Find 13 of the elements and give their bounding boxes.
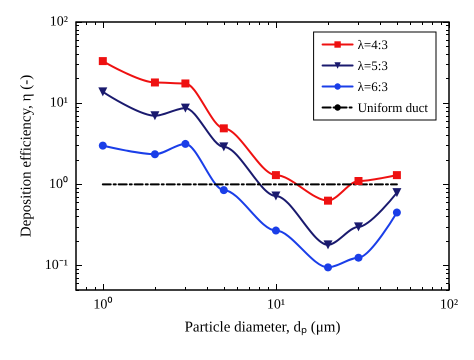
x-axis-title: Particle diameter, dₚ (μm) xyxy=(184,320,340,336)
x-tick-label: 10⁰ xyxy=(93,296,112,312)
x-tick-label: 10¹ xyxy=(266,298,286,312)
legend-label: Uniform duct xyxy=(358,100,428,115)
y-tick-label: 10⁰ xyxy=(49,176,68,192)
y-tick-label: 10⁻¹ xyxy=(44,258,68,274)
x-tick-label: 10² xyxy=(440,298,458,312)
legend-label: λ=4:3 xyxy=(358,37,388,52)
legend-label: λ=5:3 xyxy=(358,58,388,73)
legend-label: λ=6:3 xyxy=(358,79,388,94)
y-tick-label: 10² xyxy=(50,14,68,30)
y-axis-title: Deposition efficiency, η (-) xyxy=(18,74,34,238)
y-tick-label: 10¹ xyxy=(50,96,68,111)
